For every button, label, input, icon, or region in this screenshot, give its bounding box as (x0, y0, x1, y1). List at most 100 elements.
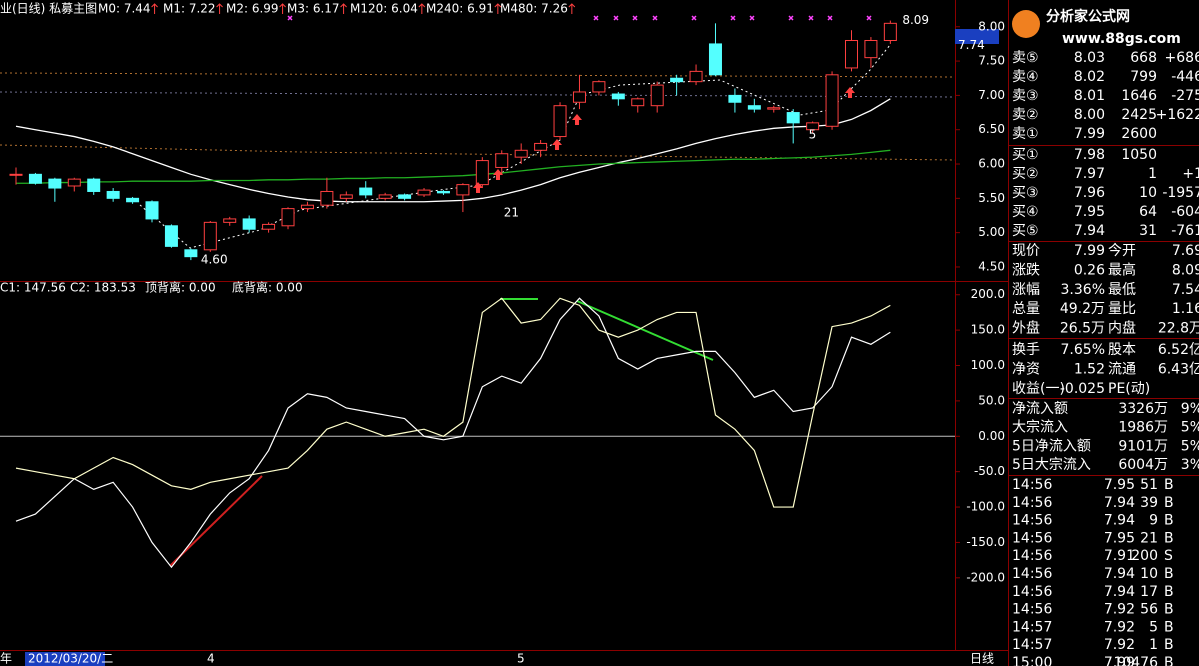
y-tick-label: 4.50 (978, 259, 1005, 273)
candle-body (242, 218, 256, 230)
candle-body (825, 74, 839, 127)
quote-label: 股本 (1108, 342, 1136, 358)
quote-value: 7.54 (1172, 282, 1199, 298)
signal-marker (730, 15, 736, 21)
dotted-ma (0, 72, 956, 78)
candle-body (514, 149, 528, 158)
quote-value: 1.16 (1172, 301, 1199, 317)
y-tick-label: 50.0 (978, 393, 1005, 407)
candle-body (9, 173, 23, 176)
book-price: 7.97 (1074, 166, 1105, 182)
month-mark: 5 (517, 652, 525, 666)
quote-value: 26.5万 (1060, 321, 1105, 337)
y-tick-label: 8.00 (978, 19, 1005, 33)
candle-body (611, 93, 625, 100)
up-arrow (279, 3, 286, 14)
right-panel: 分析家公式网 www.88gs.com 卖⑤ 8.03 668 +686 卖④ 8.02 799… (1012, 8, 1199, 666)
annotation: 8.09 (902, 13, 929, 27)
trade-time: 14:57 (1012, 619, 1052, 635)
ma-label: M2: 6.99 (226, 2, 279, 16)
trade-side: B (1164, 513, 1174, 529)
logo-name: 分析家公式网 (1046, 8, 1130, 25)
current-price-box (955, 29, 999, 44)
trade-side: B (1164, 477, 1174, 493)
up-arrow (216, 3, 223, 14)
trade-side: B (1164, 637, 1174, 653)
quote-label: 涨幅 (1012, 282, 1040, 298)
date-label: 2012/03/20/二 (28, 652, 113, 666)
signal-marker (593, 15, 599, 21)
quote-value: 8.09 (1172, 262, 1199, 278)
book-label: 买④ (1012, 204, 1039, 220)
quote-value: 7.65% (1061, 342, 1105, 358)
book-price: 8.02 (1074, 69, 1105, 85)
trade-price: 7.94 (1104, 495, 1135, 511)
trade-price: 7.95 (1104, 477, 1135, 493)
book-change: -275 (1171, 88, 1199, 104)
quote-value: 7.99 (1074, 243, 1105, 259)
quote-label: 外盘 (1012, 320, 1040, 337)
buy-arrow (552, 139, 562, 150)
buy-arrow (845, 87, 855, 98)
up-arrow (418, 3, 426, 14)
quote-value: 49.2万 (1060, 301, 1105, 317)
trade-price: 7.94 (1104, 513, 1135, 529)
quote-value: -0.025 (1060, 381, 1105, 397)
book-volume: 799 (1130, 69, 1157, 85)
candle-body (87, 178, 101, 192)
indicator-label: C2: 183.53 (70, 281, 136, 295)
ma-label: M0: 7.44 (98, 2, 151, 16)
book-volume: 1 (1148, 166, 1157, 182)
trade-price: 7.91 (1104, 548, 1135, 564)
ma-label: M1: 7.22 (163, 2, 216, 16)
book-price: 8.03 (1074, 50, 1105, 66)
indicator-label: 底背离: 0.00 (232, 280, 303, 295)
buy-arrow (572, 114, 582, 125)
indicator-line (15, 297, 891, 508)
book-volume: 31 (1139, 223, 1157, 239)
trade-price: 7.99 (1104, 655, 1135, 666)
trade-volume: 9 (1149, 513, 1158, 529)
trade-time: 14:56 (1012, 584, 1052, 600)
candle-body (417, 189, 431, 196)
book-price: 7.96 (1074, 185, 1105, 201)
up-arrow (494, 3, 502, 14)
trade-side: B (1164, 530, 1174, 546)
quote-value: 22.8万 (1158, 321, 1199, 337)
trade-price: 7.94 (1104, 584, 1135, 600)
trade-price: 7.92 (1104, 602, 1135, 618)
book-price: 8.00 (1074, 107, 1105, 123)
flow-pct: 9% (1181, 401, 1199, 417)
quote-label: 今开 (1108, 243, 1136, 259)
candle-body (728, 94, 742, 103)
candle-body (747, 105, 761, 110)
period-label: 日线 (970, 652, 994, 666)
quote-label: 现价 (1012, 243, 1040, 259)
candle-body (456, 184, 470, 196)
y-tick-label: 6.00 (978, 157, 1005, 171)
trade-side: B (1164, 655, 1174, 666)
candle-body (262, 223, 276, 230)
trade-price: 7.92 (1104, 619, 1135, 635)
bottom-left: 年 (0, 652, 12, 666)
flow-pct: 5% (1181, 420, 1199, 436)
y-tick-label: 7.00 (978, 88, 1005, 102)
candle-body (28, 173, 42, 184)
quote-value: 3.36% (1061, 282, 1105, 298)
current-price: 7.74 (958, 38, 985, 52)
trade-time: 14:56 (1012, 566, 1052, 582)
candle-body (572, 91, 586, 103)
signal-marker (749, 15, 755, 21)
up-arrow (568, 3, 576, 14)
trade-price: 7.92 (1104, 637, 1135, 653)
y-tick-label: 5.50 (978, 191, 1005, 205)
candle-body (203, 221, 217, 251)
signal-marker (866, 15, 872, 21)
signal-marker (827, 15, 833, 21)
annotation: 4.60 (201, 253, 228, 267)
candle-body (320, 190, 334, 206)
indicator-line (15, 297, 891, 569)
book-label: 卖③ (1012, 88, 1039, 104)
trade-side: B (1164, 602, 1174, 618)
